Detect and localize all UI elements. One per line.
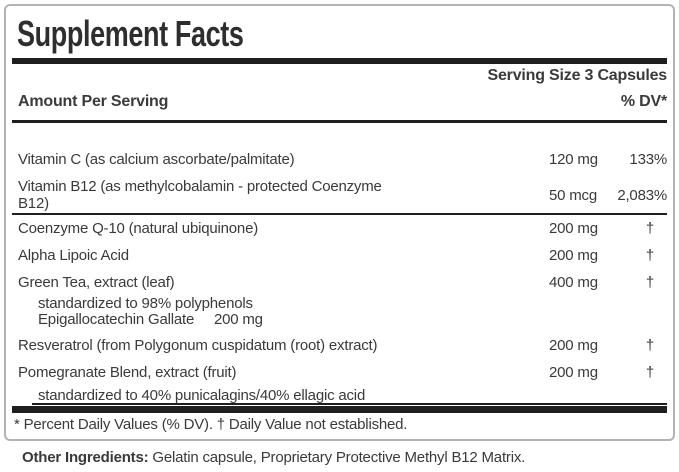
ingredient-dv: †	[645, 247, 654, 264]
ingredient-dv: †	[645, 337, 654, 354]
ingredient-row: Alpha Lipoic Acid 200 mg †	[12, 242, 667, 269]
ingredient-row: Coenzyme Q-10 (natural ubiquinone) 200 m…	[12, 215, 667, 242]
column-header-row: Amount Per Serving % DV*	[12, 93, 667, 111]
other-ingredients-text: Gelatin capsule, Proprietary Protective …	[152, 449, 526, 466]
panel-title: Supplement Facts	[17, 13, 244, 54]
ingredient-dv: †	[645, 220, 654, 237]
top-thick-rule	[12, 58, 667, 64]
ingredient-row: Green Tea, extract (leaf) 400 mg †	[12, 269, 667, 296]
ingredient-row: Epigallocatechin Gallate 200 mg	[32, 312, 667, 328]
ingredient-name: Alpha Lipoic Acid	[18, 247, 129, 264]
ingredient-dv: 133%	[629, 151, 667, 168]
ingredient-amount: 200 mg	[549, 364, 598, 381]
ingredient-row: Vitamin C (as calcium ascorbate/palmitat…	[12, 146, 667, 173]
ingredient-dv: †	[645, 364, 654, 381]
ingredient-amount: 200 mg	[549, 337, 598, 354]
ingredient-name: Green Tea, extract (leaf)	[18, 274, 175, 291]
ingredient-name: Vitamin B12 (as methylcobalamin - protec…	[18, 178, 382, 212]
ingredients-table: Vitamin C (as calcium ascorbate/palmitat…	[12, 146, 667, 405]
header-rule	[12, 120, 667, 123]
bottom-thick-rule	[12, 406, 667, 413]
footnote: * Percent Daily Values (% DV). † Daily V…	[14, 416, 408, 433]
ingredient-amount: 120 mg	[549, 151, 598, 168]
ingredient-row: standardized to 40% punicalagins/40% ell…	[32, 386, 667, 405]
ingredient-name: Epigallocatechin Gallate 200 mg	[38, 311, 263, 328]
ingredient-row: Vitamin B12 (as methylcobalamin - protec…	[12, 173, 667, 215]
ingredient-amount: 200 mg	[549, 220, 598, 237]
ingredient-name: standardized to 40% punicalagins/40% ell…	[38, 387, 366, 404]
ingredient-dv: †	[645, 274, 654, 291]
supplement-facts-panel: Supplement Facts Serving Size 3 Capsules…	[4, 4, 675, 441]
ingredient-row: standardized to 98% polyphenols	[32, 296, 667, 312]
ingredient-amount: 50 mcg	[549, 186, 597, 204]
ingredient-dv: 2,083%	[617, 186, 667, 204]
column-header-dv: % DV*	[620, 93, 667, 110]
ingredient-amount: 400 mg	[549, 274, 598, 291]
ingredient-name: standardized to 98% polyphenols	[38, 295, 253, 312]
ingredient-name: Resveratrol (from Polygonum cuspidatum (…	[18, 337, 378, 354]
ingredient-name: Coenzyme Q-10 (natural ubiquinone)	[18, 220, 259, 237]
ingredient-row: Resveratrol (from Polygonum cuspidatum (…	[12, 332, 667, 359]
ingredient-row: Pomegranate Blend, extract (fruit) 200 m…	[12, 359, 667, 386]
ingredient-amount: 200 mg	[549, 247, 598, 264]
serving-size: Serving Size 3 Capsules	[487, 67, 668, 84]
column-header-amount: Amount Per Serving	[18, 93, 169, 110]
ingredient-name: Pomegranate Blend, extract (fruit)	[18, 364, 237, 381]
ingredient-name: Vitamin C (as calcium ascorbate/palmitat…	[18, 151, 295, 168]
other-ingredients: Other Ingredients: Gelatin capsule, Prop…	[22, 450, 525, 466]
other-ingredients-label: Other Ingredients:	[22, 449, 149, 466]
